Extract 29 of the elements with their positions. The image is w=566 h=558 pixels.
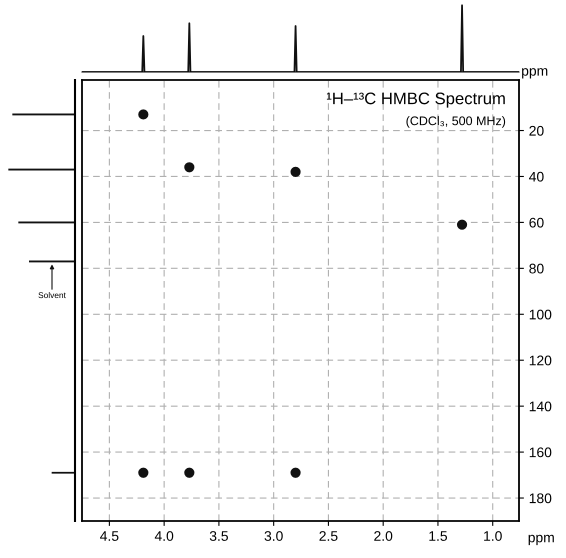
y-tick-label: 180 xyxy=(530,493,552,504)
y-tick-label: 140 xyxy=(530,401,552,412)
x-axis-title: ppm xyxy=(528,534,554,546)
y-tick-label: 120 xyxy=(530,356,552,366)
point xyxy=(456,220,468,230)
point xyxy=(290,468,301,478)
y-tick-label: 40 xyxy=(529,172,544,182)
y-tick-label: 80 xyxy=(529,264,544,274)
annotation: Solvent xyxy=(38,292,66,298)
y-tick-label: 60 xyxy=(529,218,544,228)
point xyxy=(138,109,148,120)
point xyxy=(138,468,148,478)
y-tick-label: 100 xyxy=(530,310,552,320)
point xyxy=(184,162,194,172)
point xyxy=(184,468,194,478)
text: ¹H–¹³C HMBC Spectrum xyxy=(326,92,505,108)
x-tick-label: 1.5 xyxy=(429,531,448,541)
point xyxy=(290,166,301,177)
x-tick-label: 1.0 xyxy=(484,531,502,541)
x-tick-label: 3.5 xyxy=(210,531,228,541)
x-tick-label: 4.0 xyxy=(154,531,174,541)
x-tick-label: 2.0 xyxy=(374,531,392,541)
x-tick-label: 2.5 xyxy=(319,531,338,541)
x-tick-label: 4.5 xyxy=(100,531,118,541)
text: (CDCl₃, 500 MHz) xyxy=(406,116,506,128)
x-tick-label: 3.0 xyxy=(264,531,283,541)
y-tick-label: 20 xyxy=(529,126,544,136)
x-axis-title: ppm xyxy=(522,68,548,78)
y-tick-label: 160 xyxy=(530,447,552,458)
